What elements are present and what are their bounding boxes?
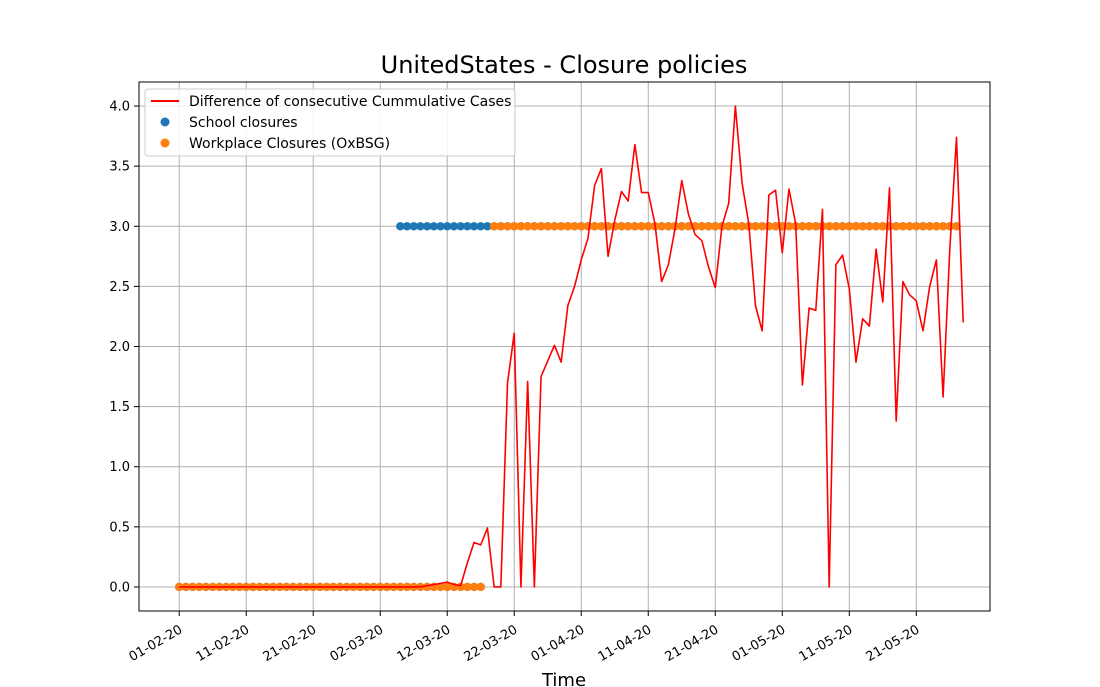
legend-box <box>144 88 516 157</box>
school-closures-point <box>402 222 412 231</box>
workplace-closures-oxbsg-point <box>865 222 874 231</box>
workplace-closures-oxbsg-point <box>523 222 532 231</box>
workplace-closures-oxbsg-point <box>657 222 666 231</box>
workplace-closures-oxbsg-point <box>577 222 586 231</box>
chart-title: UnitedStates - Closure policies <box>381 51 748 79</box>
plot-series <box>175 105 964 592</box>
workplace-closures-oxbsg-point <box>697 222 707 231</box>
school-closures-point <box>469 222 479 231</box>
workplace-closures-oxbsg-point <box>824 222 834 231</box>
workplace-closures-oxbsg-point <box>469 582 479 592</box>
workplace-closures-oxbsg-point <box>704 222 713 231</box>
workplace-closures-oxbsg-point <box>637 222 646 231</box>
legend-entry-label: Workplace Closures (OxBSG) <box>189 136 390 152</box>
workplace-closures-oxbsg-point <box>644 222 653 231</box>
workplace-closures-oxbsg-point <box>597 222 606 231</box>
school-closures-point <box>416 222 425 231</box>
y-tick-label: 2.5 <box>109 280 130 295</box>
workplace-closures-oxbsg-point <box>623 222 633 231</box>
workplace-closures-oxbsg-point <box>925 222 934 231</box>
workplace-closures-oxbsg-point <box>898 222 908 231</box>
workplace-closures-oxbsg-point <box>443 582 452 592</box>
workplace-closures-oxbsg-point <box>811 222 820 231</box>
workplace-closures-oxbsg-point <box>845 222 854 231</box>
workplace-closures-oxbsg-point <box>617 222 626 231</box>
y-tick-label: 1.5 <box>109 400 130 415</box>
y-tick-label: 2.0 <box>109 340 130 355</box>
workplace-closures-oxbsg-point <box>436 582 445 592</box>
workplace-closures-oxbsg-point <box>530 222 539 231</box>
workplace-closures-oxbsg-point <box>938 222 948 231</box>
y-tick-label: 3.0 <box>109 220 130 235</box>
workplace-closures-oxbsg-point <box>630 222 640 231</box>
workplace-closures-oxbsg-point <box>543 222 552 231</box>
workplace-closures-oxbsg-point <box>751 222 760 231</box>
workplace-closures-oxbsg-point <box>489 222 499 231</box>
x-axis-label: Time <box>541 670 586 687</box>
workplace-closures-oxbsg-point <box>711 222 720 231</box>
workplace-closures-oxbsg-point <box>952 222 961 231</box>
workplace-closures-oxbsg-point <box>804 222 814 231</box>
workplace-closures-oxbsg-point <box>757 222 767 231</box>
school-closures-point <box>483 222 492 231</box>
workplace-closures-oxbsg-point <box>536 222 546 231</box>
workplace-closures-oxbsg-point <box>878 222 887 231</box>
workplace-closures-oxbsg-point <box>932 222 941 231</box>
workplace-closures-oxbsg-point <box>570 222 579 231</box>
workplace-closures-oxbsg-point <box>798 222 807 231</box>
workplace-closures-oxbsg-point <box>918 222 928 231</box>
y-tick-label: 1.0 <box>109 460 130 475</box>
legend: Difference of consecutive Cummulative Ca… <box>144 88 516 157</box>
workplace-closures-oxbsg-point <box>784 222 794 231</box>
workplace-closures-oxbsg-point <box>731 222 740 231</box>
y-tick-label: 3.5 <box>109 160 130 175</box>
legend-marker-swatch <box>160 138 170 148</box>
workplace-closures-oxbsg-point <box>851 222 861 231</box>
workplace-closures-oxbsg-point <box>891 222 901 231</box>
workplace-closures-oxbsg-point <box>684 222 693 231</box>
school-closures-point <box>456 222 465 231</box>
cases-difference-line <box>179 105 964 588</box>
workplace-closures-oxbsg-point <box>476 582 485 592</box>
school-closures-point <box>463 222 472 231</box>
legend-entry-label: School closures <box>189 115 298 131</box>
workplace-closures-oxbsg-point <box>905 222 914 231</box>
workplace-closures-oxbsg-point <box>503 222 512 231</box>
workplace-closures-oxbsg-point <box>737 222 747 231</box>
workplace-closures-oxbsg-point <box>550 222 559 231</box>
y-tick-label: 0.5 <box>109 520 130 535</box>
y-tick-label: 0.0 <box>109 580 130 595</box>
workplace-closures-oxbsg-point <box>510 222 519 231</box>
workplace-closures-oxbsg-point <box>516 222 526 231</box>
school-closures-point <box>396 222 405 231</box>
workplace-closures-oxbsg-point <box>496 222 506 231</box>
workplace-closures-oxbsg-point <box>838 222 847 231</box>
workplace-closures-oxbsg-point <box>831 222 841 231</box>
workplace-closures-oxbsg-point <box>664 222 673 231</box>
school-closures-point <box>422 222 432 231</box>
workplace-closures-oxbsg-point <box>563 222 573 231</box>
school-closures-point <box>449 222 459 231</box>
legend-entry-label: Difference of consecutive Cummulative Ca… <box>189 94 511 110</box>
school-closures-point <box>443 222 452 231</box>
workplace-closures-oxbsg-point <box>771 222 780 231</box>
workplace-closures-oxbsg-point <box>556 222 566 231</box>
workplace-closures-oxbsg-point <box>858 222 867 231</box>
legend-marker-swatch <box>160 117 170 127</box>
school-closures-point <box>409 222 418 231</box>
workplace-closures-oxbsg-point <box>677 222 686 231</box>
workplace-closures-oxbsg-point <box>463 582 472 592</box>
school-closures-point <box>429 222 439 231</box>
y-tick-label: 4.0 <box>109 100 130 115</box>
workplace-closures-oxbsg-point <box>724 222 733 231</box>
school-closures-point <box>436 222 445 231</box>
workplace-closures-oxbsg-point <box>871 222 881 231</box>
school-closures-point <box>476 222 485 231</box>
workplace-closures-oxbsg-point <box>590 222 599 231</box>
workplace-closures-oxbsg-point <box>912 222 921 231</box>
